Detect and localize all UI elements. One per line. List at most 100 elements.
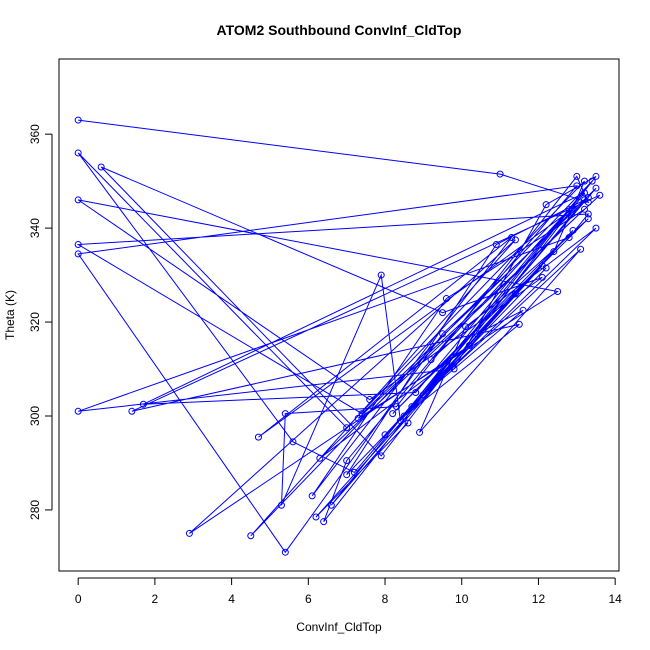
data-point xyxy=(592,184,600,192)
data-point xyxy=(327,501,335,509)
data-point xyxy=(580,177,588,185)
data-point xyxy=(393,403,401,411)
data-point xyxy=(254,433,262,441)
data-point xyxy=(580,205,588,213)
data-point xyxy=(281,410,289,418)
x-tick-label: 0 xyxy=(75,592,82,606)
data-point xyxy=(565,205,573,213)
data-point xyxy=(584,194,592,202)
data-point xyxy=(416,428,424,436)
y-tick-label: 300 xyxy=(28,406,42,426)
x-tick-label: 12 xyxy=(532,592,546,606)
data-point xyxy=(511,236,519,244)
data-point xyxy=(343,424,351,432)
series-line xyxy=(76,119,601,554)
data-point xyxy=(185,529,193,537)
y-tick-label: 280 xyxy=(28,500,42,520)
data-point xyxy=(289,438,297,446)
y-tick-label: 340 xyxy=(28,218,42,238)
data-point xyxy=(377,452,385,460)
data-point xyxy=(408,403,416,411)
data-point xyxy=(377,271,385,279)
data-point xyxy=(473,330,481,338)
data-point xyxy=(515,320,523,328)
data-point xyxy=(542,264,550,272)
data-point xyxy=(592,172,600,180)
data-point xyxy=(569,226,577,234)
data-point xyxy=(247,532,255,540)
data-point xyxy=(74,149,82,157)
data-point xyxy=(427,356,435,364)
x-tick-label: 14 xyxy=(608,592,622,606)
data-point xyxy=(550,248,558,256)
y-tick-label: 320 xyxy=(28,312,42,332)
data-point xyxy=(492,241,500,249)
x-tick-label: 10 xyxy=(455,592,469,606)
data-point xyxy=(542,201,550,209)
data-point xyxy=(565,233,573,241)
y-axis: 280 300 320 340 360 xyxy=(28,124,53,520)
data-point xyxy=(577,245,585,253)
data-point xyxy=(538,273,546,281)
data-point xyxy=(592,224,600,232)
data-point xyxy=(277,501,285,509)
data-point xyxy=(74,196,82,204)
data-point xyxy=(419,391,427,399)
data-point xyxy=(584,215,592,223)
data-point xyxy=(519,306,527,314)
data-point xyxy=(496,170,504,178)
data-point xyxy=(350,468,358,476)
data-point xyxy=(128,407,136,415)
data-point xyxy=(404,419,412,427)
data-point xyxy=(354,414,362,422)
data-point xyxy=(508,233,516,241)
data-point xyxy=(450,365,458,373)
data-point xyxy=(462,323,470,331)
data-point xyxy=(343,471,351,479)
plot-frame xyxy=(58,58,620,572)
data-point xyxy=(596,191,604,199)
data-point xyxy=(358,410,366,418)
data-point xyxy=(308,492,316,500)
data-point xyxy=(554,288,562,296)
x-tick-label: 8 xyxy=(382,592,389,606)
series-layer xyxy=(74,116,604,556)
data-point xyxy=(396,417,404,425)
data-point xyxy=(400,412,408,420)
data-point xyxy=(281,548,289,556)
data-point xyxy=(343,457,351,465)
data-point xyxy=(320,518,328,526)
data-point xyxy=(580,189,588,197)
data-point xyxy=(439,309,447,317)
x-tick-label: 2 xyxy=(152,592,159,606)
data-point xyxy=(316,454,324,462)
x-tick-label: 6 xyxy=(305,592,312,606)
data-point xyxy=(588,177,596,185)
data-point xyxy=(439,330,447,338)
data-point xyxy=(74,407,82,415)
data-point xyxy=(366,396,374,404)
x-axis: 0 2 4 6 8 10 12 14 xyxy=(75,577,622,606)
data-point xyxy=(573,182,581,190)
chart-title: ATOM2 Southbound ConvInf_CldTop xyxy=(217,22,462,38)
data-point xyxy=(584,210,592,218)
data-point xyxy=(465,342,473,350)
data-point xyxy=(97,163,105,171)
data-point xyxy=(580,196,588,204)
data-point xyxy=(412,389,420,397)
data-point xyxy=(538,262,546,270)
data-point xyxy=(381,431,389,439)
data-point xyxy=(511,290,519,298)
y-axis-label: Theta (K) xyxy=(3,290,17,340)
y-tick-label: 360 xyxy=(28,124,42,144)
data-point xyxy=(442,295,450,303)
data-point xyxy=(139,400,147,408)
x-tick-label: 4 xyxy=(228,592,235,606)
data-point xyxy=(389,410,397,418)
data-point xyxy=(74,241,82,249)
data-point xyxy=(74,116,82,124)
data-point xyxy=(312,513,320,521)
x-axis-label: ConvInf_CldTop xyxy=(296,620,382,634)
